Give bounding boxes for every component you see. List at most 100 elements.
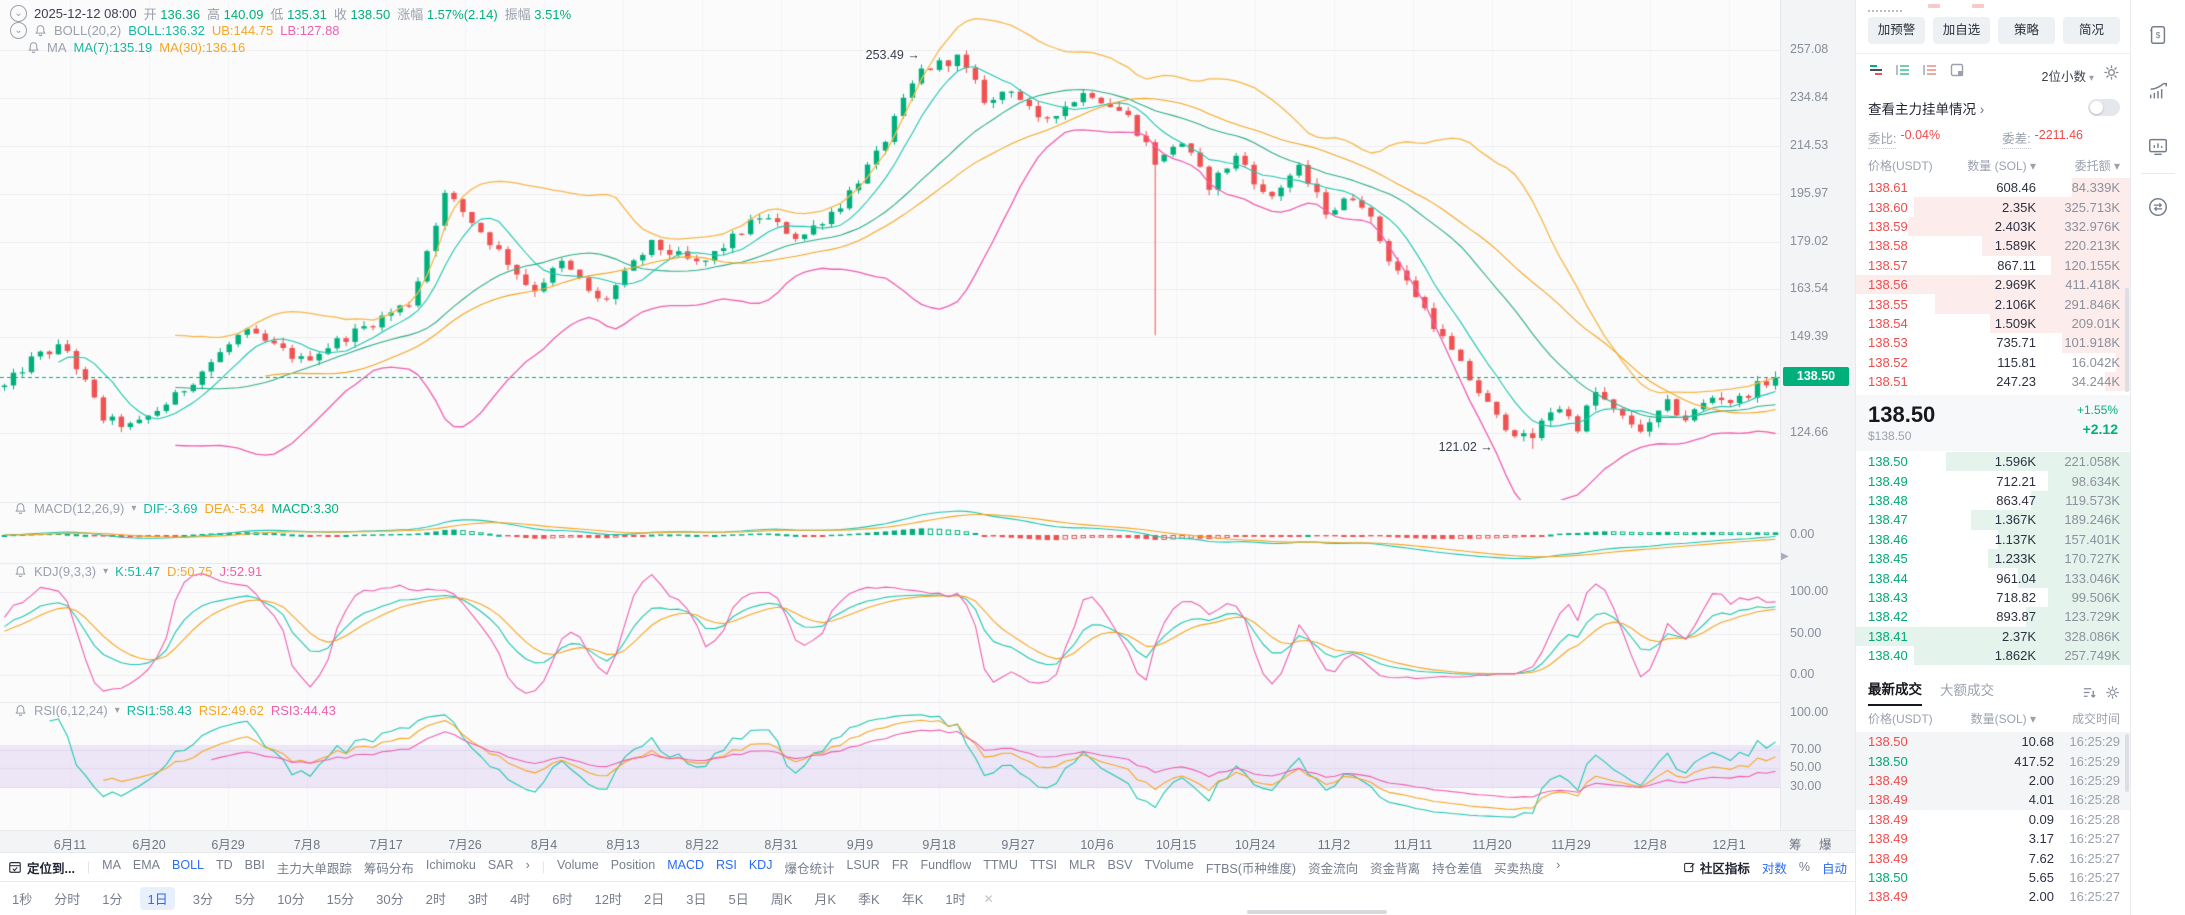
locate-to-button[interactable]: 定位到...: [8, 858, 75, 877]
ask-row[interactable]: 138.60 2.35K 325.713K: [1856, 197, 2130, 217]
mini-button-筹[interactable]: 筹: [1789, 838, 1802, 852]
timeframe-10分[interactable]: 10分: [277, 892, 305, 907]
subchart-RSI[interactable]: RSI: [716, 857, 737, 872]
trade-row[interactable]: 138.50 10.68 16:25:29: [1856, 732, 2130, 752]
action-button-加自选[interactable]: 加自选: [1933, 17, 1990, 44]
asks-scrollbar[interactable]: [2125, 288, 2129, 392]
custom-layout-icon[interactable]: [1949, 62, 1965, 78]
bell-icon[interactable]: [14, 565, 27, 578]
bid-row[interactable]: 138.42 893.87 123.729K: [1856, 607, 2130, 627]
timeframe-年K[interactable]: 年K: [901, 892, 924, 907]
timeframe-4时[interactable]: 4时: [510, 892, 531, 907]
ask-row[interactable]: 138.59 2.403K 332.976K: [1856, 216, 2130, 237]
chevron-down-icon[interactable]: ▾: [103, 566, 109, 577]
subchart-›[interactable]: ›: [1556, 857, 1561, 872]
indicator-BOLL[interactable]: BOLL: [172, 857, 204, 872]
subchart-TVolume[interactable]: TVolume: [1144, 857, 1194, 872]
subchart-MLR[interactable]: MLR: [1069, 857, 1096, 872]
sort-icon[interactable]: [2082, 685, 2097, 700]
time-axis[interactable]: 6月11 6月20 6月29 7月8 7月17 7月26 8月4 8月13 8月22 8月31 9月…: [0, 830, 1855, 853]
subchart-FR[interactable]: FR: [891, 857, 909, 872]
ask-row[interactable]: 138.52 115.81 16.042K: [1856, 352, 2130, 372]
orders-icon[interactable]: $: [2147, 24, 2169, 46]
bid-row[interactable]: 138.50 1.596K 221.058K: [1856, 452, 2130, 472]
book-asks-only-icon[interactable]: [1922, 62, 1938, 78]
bid-row[interactable]: 138.45 1.233K 170.727K: [1856, 548, 2130, 569]
chevron-down-icon[interactable]: ▾: [131, 503, 137, 514]
subchart-持仓差值[interactable]: 持仓差值: [1432, 861, 1483, 876]
macd-name[interactable]: MACD(12,26,9): [34, 501, 125, 516]
main-orders-toggle[interactable]: [2088, 99, 2120, 116]
ask-row[interactable]: 138.53 735.71 101.918K: [1856, 333, 2130, 353]
book-both-sides-icon[interactable]: [1868, 62, 1884, 78]
timeframe-周K[interactable]: 周K: [770, 892, 793, 907]
main-orders-link[interactable]: 查看主力挂单情况 ›: [1868, 98, 1984, 118]
subchart-BSV[interactable]: BSV: [1107, 857, 1133, 872]
subchart-Position[interactable]: Position: [610, 857, 656, 872]
timeframe-2时[interactable]: 2时: [425, 892, 446, 907]
subchart-Fundflow[interactable]: Fundflow: [920, 857, 972, 872]
ma-name[interactable]: MA: [47, 40, 67, 55]
chevron-circle-icon[interactable]: ⌄: [10, 22, 27, 39]
timeframe-30分[interactable]: 30分: [376, 892, 404, 907]
timeframe-3日[interactable]: 3日: [686, 892, 707, 907]
timeframe-季K[interactable]: 季K: [858, 892, 880, 907]
action-button-加预警[interactable]: 加预警: [1868, 17, 1925, 44]
bid-row[interactable]: 138.46 1.137K 157.401K: [1856, 529, 2130, 549]
tab-large-trades[interactable]: 大额成交: [1940, 683, 1994, 698]
community-indicators-button[interactable]: 社区指标: [1683, 858, 1750, 877]
trade-row[interactable]: 138.50 417.52 16:25:29: [1856, 751, 2130, 771]
boll-name[interactable]: BOLL(20,2): [54, 23, 122, 38]
horizontal-scrollbar[interactable]: [1247, 910, 1387, 914]
indicator-SAR[interactable]: SAR: [487, 857, 514, 872]
timeframe-月K[interactable]: 月K: [814, 892, 837, 907]
timeframe-1时[interactable]: 1时: [945, 892, 966, 907]
trade-row[interactable]: 138.49 2.00 16:25:27: [1856, 887, 2130, 906]
bid-row[interactable]: 138.40 1.862K 257.749K: [1856, 645, 2130, 666]
timeframe-分时[interactable]: 分时: [54, 892, 81, 907]
kdj-name[interactable]: KDJ(9,3,3): [34, 564, 97, 579]
pane-collapse-icon[interactable]: ▶: [1781, 551, 1789, 562]
ask-row[interactable]: 138.51 247.23 34.244K: [1856, 371, 2130, 392]
percent-scale-button[interactable]: %: [1798, 860, 1810, 874]
timeframe-3分[interactable]: 3分: [192, 892, 213, 907]
timeframe-3时[interactable]: 3时: [467, 892, 489, 907]
bid-row[interactable]: 138.44 961.04 133.046K: [1856, 568, 2130, 588]
bell-icon[interactable]: [34, 24, 47, 37]
log-scale-button[interactable]: 对数: [1761, 861, 1787, 876]
markets-trend-icon[interactable]: [2147, 80, 2169, 102]
auto-scale-button[interactable]: 自动: [1821, 861, 1847, 876]
timeframe-15分[interactable]: 15分: [326, 892, 355, 907]
indicator-主力大单跟踪[interactable]: 主力大单跟踪: [276, 861, 352, 876]
subchart-TTMU[interactable]: TTMU: [983, 857, 1018, 872]
bid-row[interactable]: 138.43 718.82 99.506K: [1856, 587, 2130, 608]
indicator-TD[interactable]: TD: [215, 857, 233, 872]
timeframe-6时[interactable]: 6时: [552, 892, 573, 907]
trade-row[interactable]: 138.49 4.01 16:25:28: [1856, 790, 2130, 810]
col-amount[interactable]: 委托额 ▾: [2074, 159, 2120, 173]
subchart-TTSI[interactable]: TTSI: [1029, 857, 1058, 872]
ask-row[interactable]: 138.54 1.509K 209.01K: [1856, 313, 2130, 334]
action-button-简况[interactable]: 简况: [2063, 17, 2120, 44]
timeframe-1分[interactable]: 1分: [102, 892, 123, 907]
action-button-策略[interactable]: 策略: [1998, 17, 2055, 44]
bid-row[interactable]: 138.41 2.37K 328.086K: [1856, 626, 2130, 646]
precision-dropdown[interactable]: 2位小数 ▾: [2042, 66, 2094, 85]
book-bids-only-icon[interactable]: [1895, 62, 1911, 78]
bid-row[interactable]: 138.47 1.367K 189.246K: [1856, 510, 2130, 530]
subchart-LSUR[interactable]: LSUR: [846, 857, 880, 872]
ask-row[interactable]: 138.57 867.11 120.155K: [1856, 255, 2130, 275]
gear-icon[interactable]: [2103, 64, 2120, 81]
trade-row[interactable]: 138.49 7.62 16:25:27: [1856, 848, 2130, 867]
bell-icon[interactable]: [27, 41, 40, 54]
bid-row[interactable]: 138.48 863.47 119.573K: [1856, 490, 2130, 511]
timeframe-12时[interactable]: 12时: [594, 892, 622, 907]
trade-row[interactable]: 138.50 5.65 16:25:27: [1856, 868, 2130, 887]
trade-row[interactable]: 138.49 0.09 16:25:28: [1856, 810, 2130, 829]
indicator-BBI[interactable]: BBI: [244, 857, 265, 872]
ask-row[interactable]: 138.58 1.589K 220.213K: [1856, 236, 2130, 256]
subchart-MACD[interactable]: MACD: [667, 857, 704, 872]
subchart-爆仓统计[interactable]: 爆仓统计: [784, 861, 835, 876]
chevron-down-icon[interactable]: ▾: [114, 705, 120, 716]
trade-row[interactable]: 138.49 3.17 16:25:27: [1856, 829, 2130, 848]
